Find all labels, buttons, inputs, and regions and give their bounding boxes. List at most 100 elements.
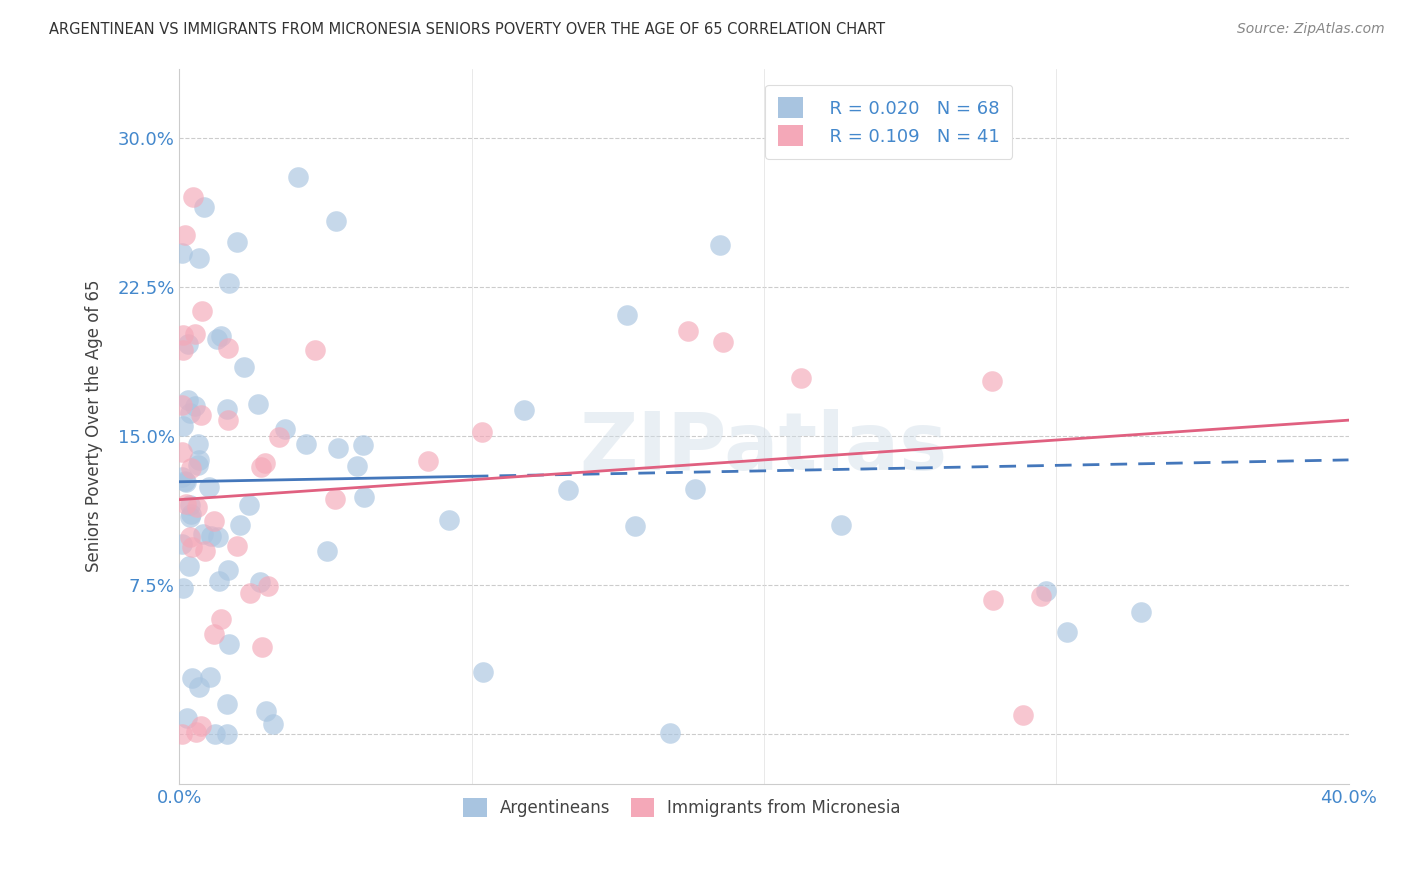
Point: [179, 498, 201, 512]
Text: ARGENTINEAN VS IMMIGRANTS FROM MICRONESIA SENIORS POVERTY OVER THE AGE OF 65 COR: ARGENTINEAN VS IMMIGRANTS FROM MICRONESI…: [49, 22, 886, 37]
Point: [238, 498, 260, 512]
Point: [184, 725, 207, 739]
Point: [217, 341, 239, 355]
Text: Source: ZipAtlas.com: Source: ZipAtlas.com: [1237, 22, 1385, 37]
Point: [179, 509, 201, 524]
Point: [249, 459, 271, 474]
Point: [172, 246, 194, 260]
Point: [172, 419, 194, 434]
Point: [218, 637, 240, 651]
Point: [254, 456, 277, 470]
Point: [217, 401, 239, 416]
Point: [176, 711, 198, 725]
Point: [188, 453, 211, 467]
Point: [557, 483, 579, 497]
Point: [180, 507, 202, 521]
Point: [325, 491, 347, 506]
Point: [186, 458, 208, 472]
Point: [252, 640, 274, 655]
Point: [269, 429, 291, 443]
Point: [316, 543, 339, 558]
Point: [172, 328, 194, 343]
Point: [225, 235, 247, 250]
Point: [254, 704, 277, 718]
Point: [172, 343, 194, 357]
Point: [194, 544, 217, 558]
Point: [184, 326, 207, 341]
Point: [1035, 584, 1057, 599]
Point: [981, 374, 1004, 388]
Point: [187, 252, 209, 266]
Point: [200, 529, 222, 543]
Point: [218, 277, 240, 291]
Point: [207, 332, 229, 346]
Point: [239, 586, 262, 600]
Point: [177, 393, 200, 408]
Point: [1029, 589, 1052, 603]
Point: [326, 441, 349, 455]
Point: [174, 497, 197, 511]
Point: [179, 558, 201, 573]
Point: [294, 436, 316, 450]
Point: [179, 530, 201, 544]
Point: [1012, 708, 1035, 723]
Point: [193, 526, 215, 541]
Point: [353, 490, 375, 504]
Point: [187, 437, 209, 451]
Point: [709, 238, 731, 252]
Point: [190, 409, 212, 423]
Point: [193, 200, 215, 214]
Point: [180, 461, 202, 475]
Point: [616, 308, 638, 322]
Point: [207, 530, 229, 544]
Point: [186, 500, 208, 514]
Legend: Argentineans, Immigrants from Micronesia: Argentineans, Immigrants from Micronesia: [456, 789, 910, 825]
Point: [173, 228, 195, 243]
Point: [217, 413, 239, 427]
Point: [981, 593, 1004, 607]
Point: [472, 665, 495, 679]
Point: [174, 475, 197, 489]
Point: [246, 397, 269, 411]
Point: [172, 537, 194, 551]
Point: [172, 470, 194, 484]
Point: [352, 438, 374, 452]
Point: [202, 627, 225, 641]
Point: [831, 518, 853, 533]
Point: [215, 697, 238, 711]
Point: [229, 518, 252, 533]
Point: [437, 513, 460, 527]
Point: [198, 670, 221, 684]
Point: [1056, 625, 1078, 640]
Point: [262, 717, 284, 731]
Point: [346, 458, 368, 473]
Point: [177, 337, 200, 351]
Point: [471, 425, 494, 439]
Point: [1129, 605, 1152, 619]
Point: [304, 343, 326, 358]
Point: [256, 578, 278, 592]
Point: [325, 214, 347, 228]
Point: [274, 421, 297, 435]
Point: [209, 612, 232, 626]
Point: [287, 169, 309, 184]
Point: [173, 474, 195, 488]
Point: [172, 398, 194, 412]
Point: [233, 360, 256, 375]
Point: [181, 190, 204, 204]
Point: [187, 681, 209, 695]
Point: [207, 574, 229, 589]
Point: [678, 324, 700, 338]
Point: [191, 304, 214, 318]
Point: [659, 726, 682, 740]
Text: ZIPatlas: ZIPatlas: [579, 409, 948, 486]
Point: [172, 727, 194, 741]
Point: [184, 400, 207, 414]
Point: [226, 539, 249, 553]
Point: [416, 454, 439, 468]
Point: [624, 518, 647, 533]
Point: [513, 402, 536, 417]
Point: [249, 575, 271, 590]
Point: [790, 371, 813, 385]
Point: [172, 581, 194, 595]
